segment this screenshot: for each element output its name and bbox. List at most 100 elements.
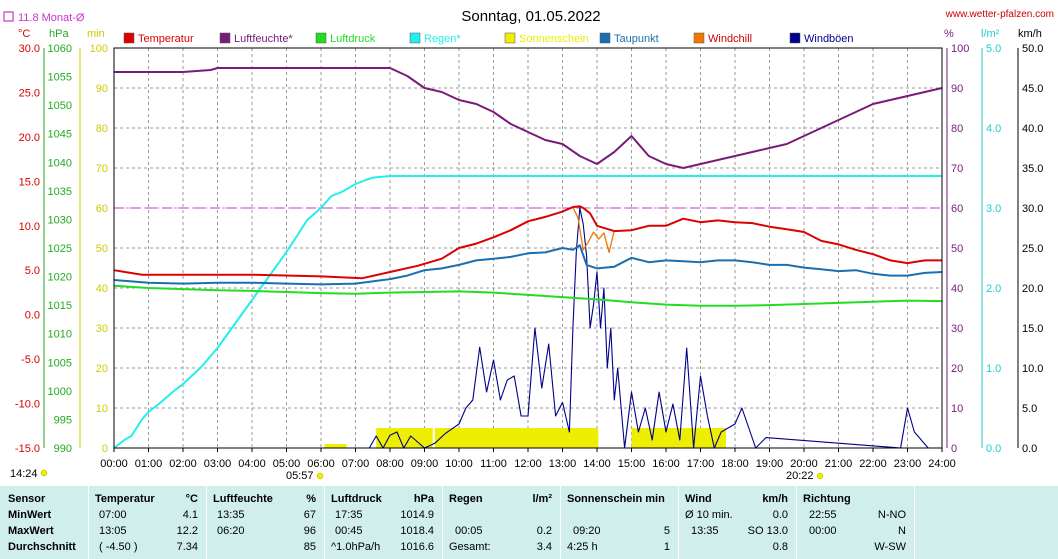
time-mid-label: 05:57	[286, 470, 314, 482]
x-axis-tick: 20:00	[790, 458, 818, 470]
series-line-taupunkt	[113, 244, 943, 286]
rain-axis-tick: 0.0	[986, 443, 1001, 455]
source-link[interactable]: www.wetter-pfalzen.com	[945, 9, 1054, 20]
stats-sun-max-time: 09:20	[573, 525, 601, 537]
weather-chart: 30.0 25.0 20.0 15.0 10.0 5.0 0.0 -5.0 -10.0 -15.0…	[3, 8, 1054, 482]
stats-temp-avg-value: 7.34	[176, 541, 198, 553]
stats-sun-total: 4:25 h	[567, 541, 598, 553]
pressure-axis-tick: 1050	[48, 100, 72, 112]
sunshine-bar	[324, 444, 347, 448]
stats-col-regen: Regen l/m² 00:05 0.2 Gesamt: 3.4	[442, 486, 560, 559]
stats-sun-max-value: 5	[663, 525, 670, 537]
sun-icon-start	[40, 469, 48, 477]
stats-rain-max-time: 00:05	[455, 525, 483, 537]
temp-axis-tick: 10.0	[19, 221, 40, 233]
x-axis-tick: 23:00	[894, 458, 922, 470]
x-axis-tick: 09:00	[411, 458, 439, 470]
temp-axis-tick: -5.0	[21, 354, 40, 366]
stats-rain-total-value: 3.4	[536, 541, 552, 553]
temp-axis-tick: -10.0	[15, 399, 40, 411]
time-start-label: 14:24	[10, 468, 38, 480]
x-axis-tick: 14:00	[583, 458, 611, 470]
stats-hum-max-value: 96	[303, 525, 316, 537]
stats-unit-wind: km/h	[762, 493, 788, 505]
wind-axis-tick: 35.0	[1022, 163, 1043, 175]
temp-axis-tick: 0.0	[25, 310, 40, 322]
stats-temp-min-time: 07:00	[99, 509, 127, 521]
stats-hum-avg-value: 85	[303, 541, 316, 553]
wind-axis-tick: 10.0	[1022, 363, 1043, 375]
stats-hum-min-value: 67	[303, 509, 316, 521]
pressure-axis-tick: 990	[54, 443, 72, 455]
stats-col-luftdruck: Luftdruck hPa 17:35 1014.9 00:45 1018.4 …	[324, 486, 442, 559]
stats-temp-max-time: 13:05	[99, 525, 127, 537]
x-axis-tick: 16:00	[652, 458, 680, 470]
pressure-axis-tick: 1010	[48, 329, 72, 341]
humidity-axis-tick: 20	[951, 363, 963, 375]
humidity-axis-tick: 100	[951, 43, 969, 55]
rain-axis-tick: 2.0	[986, 283, 1001, 295]
stats-pres-trend: ^1.0hPa/h	[331, 541, 381, 553]
humidity-axis-tick: 60	[951, 203, 963, 215]
stats-sun-avg-value: 1	[663, 541, 670, 553]
stats-header-regen: Regen	[449, 493, 483, 505]
x-axis-tick: 13:00	[549, 458, 577, 470]
temp-axis-tick: -15.0	[15, 443, 40, 455]
stats-col-sensor: Sensor MinWert MaxWert Durchschnitt	[0, 486, 88, 559]
pressure-axis-tick: 1005	[48, 357, 72, 369]
x-axis-tick: 12:00	[514, 458, 542, 470]
time-end-label: 20:22	[786, 470, 814, 482]
sun-icon-end	[816, 472, 824, 480]
stats-hum-max-time: 06:20	[217, 525, 245, 537]
chart-grid	[114, 48, 942, 448]
rain-axis-tick: 3.0	[986, 203, 1001, 215]
x-axis-tick: 06:00	[307, 458, 335, 470]
minutes-axis-tick: 50	[96, 243, 108, 255]
pressure-axis-tick: 1040	[48, 157, 72, 169]
monthly-avg-label: 11.8 Monat-Ø	[18, 12, 85, 24]
humidity-axis-tick: 40	[951, 283, 963, 295]
rain-axis-tick: 4.0	[986, 123, 1001, 135]
x-axis-tick: 22:00	[859, 458, 887, 470]
legend-swatch-windchill	[693, 32, 705, 44]
minutes-axis-tick: 30	[96, 323, 108, 335]
minutes-axis-tick: 40	[96, 283, 108, 295]
wind-axis-tick: 45.0	[1022, 83, 1043, 95]
minutes-axis-tick: 0	[102, 443, 108, 455]
legend-swatch-luftdruck	[315, 32, 327, 44]
pressure-axis-unit: hPa	[49, 28, 69, 40]
wind-axis-tick: 5.0	[1022, 403, 1037, 415]
wind-axis-tick: 0.0	[1022, 443, 1037, 455]
stats-rain-total-label: Gesamt:	[449, 541, 491, 553]
chart-axes: 30.0 25.0 20.0 15.0 10.0 5.0 0.0 -5.0 -10.0 -15.0…	[15, 43, 1044, 470]
stats-row-label-avg: Durchschnitt	[8, 541, 76, 553]
x-axis-tick: 15:00	[618, 458, 646, 470]
series-line-luftdruck	[113, 284, 943, 307]
legend-label-windchill: Windchill	[708, 33, 752, 45]
stats-header-richtung: Richtung	[803, 493, 851, 505]
wind-axis-unit: km/h	[1018, 28, 1042, 40]
legend-swatch-regen	[409, 32, 421, 44]
stats-temp-max-value: 12.2	[176, 525, 198, 537]
legend-label-regen: Regen*	[424, 33, 461, 45]
stats-wind-min-label: Ø 10 min.	[685, 509, 733, 521]
x-axis-tick: 02:00	[169, 458, 197, 470]
temp-axis-tick: 5.0	[25, 265, 40, 277]
stats-rain-max-value: 0.2	[536, 525, 552, 537]
statistics-panel: Sensor MinWert MaxWert Durchschnitt Temp…	[0, 486, 1058, 559]
stats-wind-min-value: 0.0	[772, 509, 788, 521]
stats-unit-luftfeuchte: %	[306, 493, 316, 505]
x-axis-tick: 18:00	[721, 458, 749, 470]
chart-legend: Temperatur Luftfeuchte* Luftdruck Regen* Son…	[123, 32, 854, 45]
sunshine-bar	[410, 428, 433, 448]
wind-axis-tick: 40.0	[1022, 123, 1043, 135]
stats-dir-max-time: 00:00	[809, 525, 837, 537]
stats-header-sensor: Sensor	[8, 493, 46, 505]
stats-col-empty	[914, 486, 1058, 559]
x-axis-tick: 04:00	[238, 458, 266, 470]
stats-wind-max-time: 13:35	[691, 525, 719, 537]
stats-col-wind: Wind km/h Ø 10 min. 0.0 13:35 SO 13.0 0.…	[678, 486, 796, 559]
wind-axis-tick: 30.0	[1022, 203, 1043, 215]
humidity-axis-tick: 50	[951, 243, 963, 255]
legend-label-luftfeuchte: Luftfeuchte*	[234, 33, 293, 45]
